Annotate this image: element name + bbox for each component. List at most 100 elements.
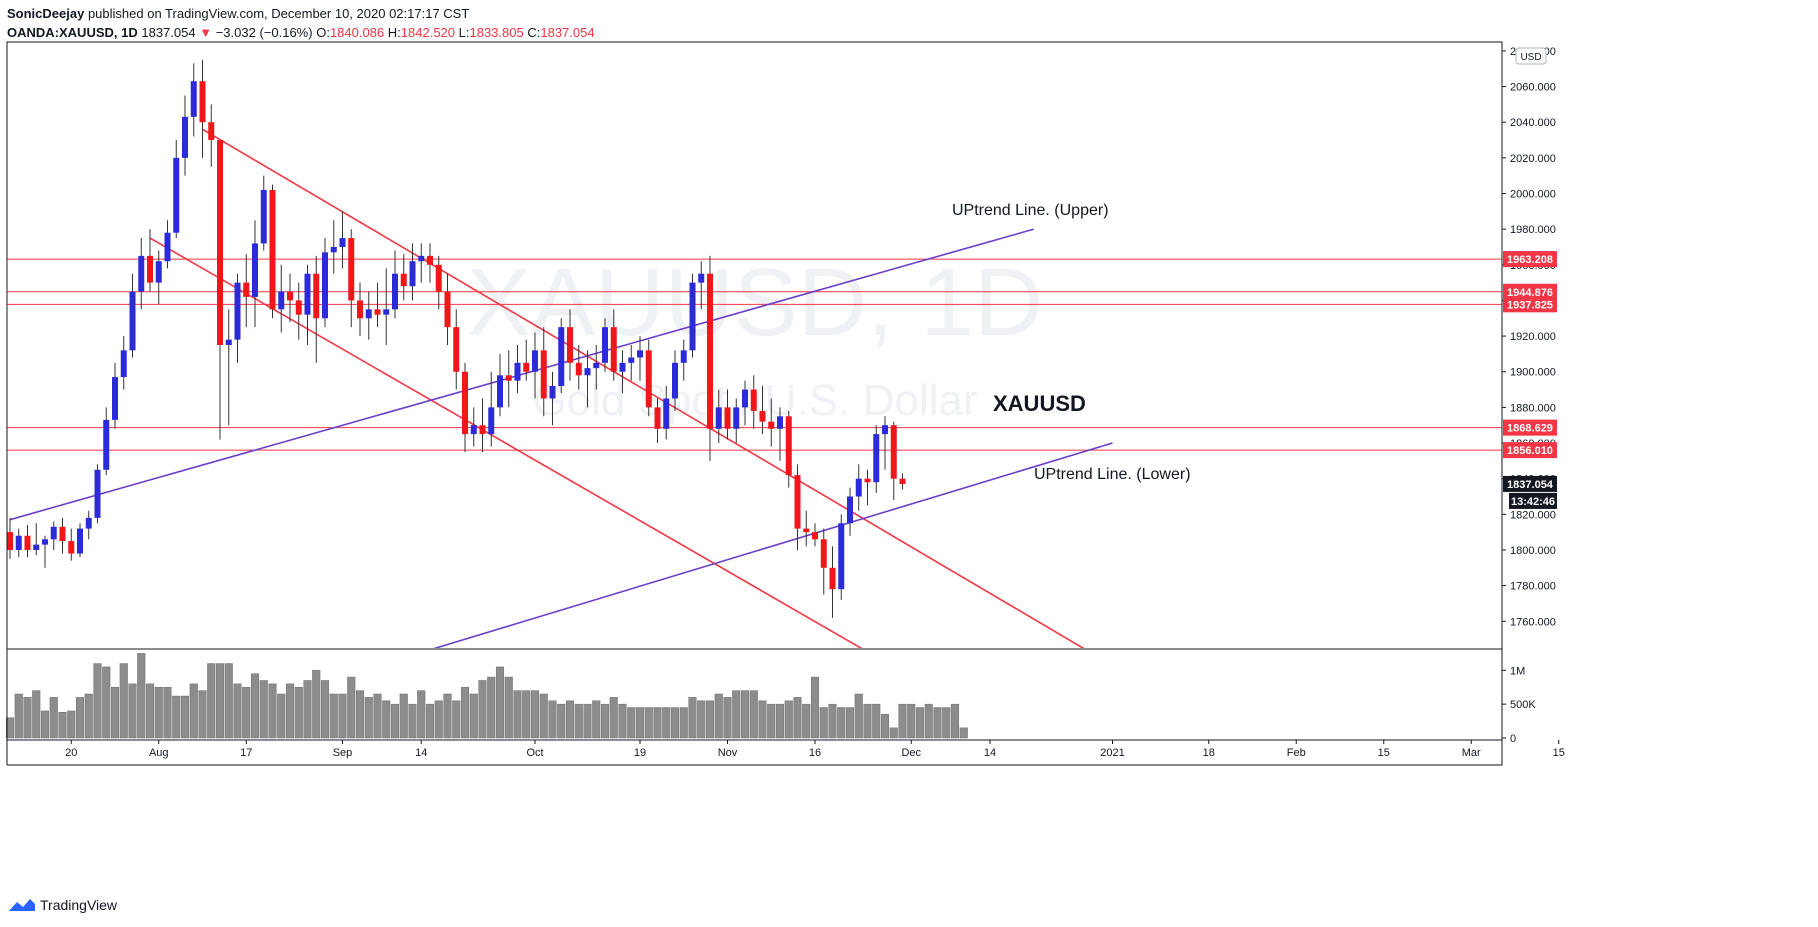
candle-body bbox=[523, 362, 530, 372]
last-price-box bbox=[1503, 475, 1557, 492]
candle bbox=[488, 371, 495, 447]
level-price-box bbox=[1503, 296, 1557, 313]
level-price-label: 1856.010 bbox=[1507, 445, 1553, 457]
currency-badge: USD bbox=[1515, 47, 1547, 65]
candle-body bbox=[7, 532, 13, 550]
candle bbox=[497, 353, 503, 417]
candle bbox=[637, 336, 643, 381]
volume-bar bbox=[110, 686, 120, 739]
volume-bar bbox=[889, 727, 898, 739]
volume-bar bbox=[802, 703, 811, 739]
open-value: 1840.086 bbox=[329, 25, 385, 40]
candle bbox=[680, 339, 687, 381]
volume-bar bbox=[399, 693, 408, 739]
candle bbox=[182, 95, 188, 176]
candle bbox=[339, 211, 346, 269]
candle-body bbox=[260, 189, 267, 244]
candle bbox=[225, 309, 232, 426]
candle-body bbox=[453, 327, 460, 372]
candle bbox=[252, 220, 258, 328]
candle-body bbox=[77, 528, 83, 554]
candle-body bbox=[85, 517, 92, 529]
candle bbox=[85, 510, 92, 540]
candle-body bbox=[392, 273, 398, 310]
volume-bar bbox=[49, 697, 58, 739]
time-tick-label: 17 bbox=[240, 747, 252, 759]
volume-bar bbox=[828, 703, 837, 739]
candle-body bbox=[803, 528, 810, 533]
volume-bar bbox=[14, 693, 23, 739]
symbol-label[interactable]: OANDA:XAUUSD, 1D bbox=[7, 25, 138, 40]
time-tick-label: 15 bbox=[1378, 747, 1390, 759]
candle-body bbox=[680, 350, 687, 363]
volume-bar bbox=[670, 707, 680, 739]
volume-bar bbox=[530, 690, 540, 739]
level-price-label: 1937.825 bbox=[1507, 299, 1553, 311]
candle-body bbox=[225, 339, 232, 345]
level-price-box bbox=[1503, 251, 1557, 268]
candle-body bbox=[24, 535, 31, 550]
volume-bar bbox=[714, 693, 723, 739]
volume-bar bbox=[452, 700, 461, 739]
volume-bar bbox=[364, 697, 373, 739]
candle bbox=[112, 362, 118, 429]
volume-bar bbox=[819, 707, 828, 739]
candle bbox=[173, 140, 180, 239]
publisher-name[interactable]: SonicDeejay bbox=[7, 6, 85, 21]
volume-bar bbox=[924, 703, 933, 739]
time-axis[interactable]: 20 Aug 17 Sep 14 Oct 19 Nov 16 Dec 14 2021 18 Feb 15 Ma… bbox=[65, 740, 1565, 759]
candle-body bbox=[838, 523, 845, 590]
time-tick-label: Mar bbox=[1462, 747, 1481, 759]
candle-body bbox=[208, 122, 215, 141]
candle bbox=[742, 380, 748, 426]
candle-body bbox=[68, 541, 75, 554]
volume-bar bbox=[224, 663, 233, 739]
candle bbox=[383, 268, 390, 345]
candle bbox=[103, 407, 110, 476]
volume-bar bbox=[443, 693, 452, 739]
volume-bar bbox=[898, 703, 907, 739]
candle bbox=[689, 273, 696, 358]
volume-bar bbox=[723, 697, 732, 739]
candle bbox=[68, 528, 75, 561]
time-tick-label: 16 bbox=[809, 747, 821, 759]
candle bbox=[94, 464, 101, 524]
volume-bar bbox=[329, 693, 338, 739]
volume-bar bbox=[513, 690, 522, 739]
time-tick-label: Aug bbox=[149, 747, 169, 759]
candle-body bbox=[750, 389, 757, 411]
volume-bar bbox=[408, 703, 417, 739]
candle bbox=[234, 273, 241, 363]
volume-bar bbox=[758, 700, 767, 739]
candle-body bbox=[129, 291, 136, 351]
candle-body bbox=[855, 478, 862, 497]
volume-bar bbox=[119, 663, 128, 739]
candle-body bbox=[304, 273, 311, 315]
volume-bar bbox=[154, 686, 163, 739]
volume-bar bbox=[58, 712, 67, 739]
tradingview-logo[interactable]: TradingView bbox=[8, 897, 117, 913]
volume-bar bbox=[548, 700, 557, 739]
candle bbox=[444, 273, 451, 345]
candle bbox=[59, 517, 66, 554]
candle bbox=[409, 243, 416, 301]
volume-tick-label: 500K bbox=[1510, 699, 1536, 711]
candle bbox=[759, 385, 766, 435]
candle bbox=[820, 528, 827, 595]
candle-body bbox=[313, 273, 320, 319]
volume-bar bbox=[697, 700, 706, 739]
volume-bar bbox=[355, 690, 365, 739]
time-tick-label: 2021 bbox=[1100, 747, 1124, 759]
candle-body bbox=[899, 478, 906, 485]
candle bbox=[899, 473, 906, 490]
candle bbox=[505, 350, 512, 408]
open-label: O: bbox=[316, 25, 330, 40]
volume-bar bbox=[907, 703, 916, 739]
volume-bar bbox=[102, 666, 111, 739]
price-axis[interactable]: 1760.0001780.0001800.0001820.0001840.000… bbox=[1502, 46, 1557, 628]
candle bbox=[619, 350, 626, 394]
candle-body bbox=[873, 434, 880, 483]
candle-body bbox=[610, 327, 617, 372]
candle-body bbox=[217, 140, 223, 345]
